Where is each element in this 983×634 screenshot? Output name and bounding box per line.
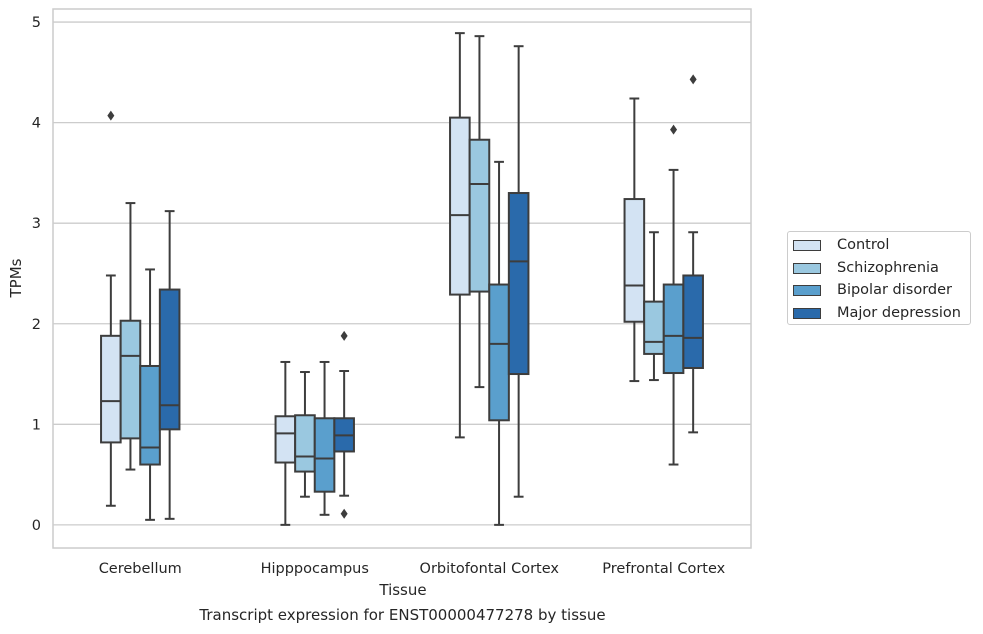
legend-item-bipolar-disorder: Bipolar disorder (793, 281, 952, 299)
box-major-depression-prefrontal-cortex (682, 74, 704, 434)
box-bipolar-disorder-orbitofontal-cortex (488, 160, 510, 526)
x-tick-label: Orbitofontal Cortex (420, 561, 560, 577)
outlier-point (689, 74, 697, 85)
box-iqr (313, 417, 336, 493)
y-tick-label: 5 (32, 15, 41, 31)
box-iqr (274, 415, 297, 464)
legend-swatch-control (793, 239, 821, 251)
x-tick-label: Hipppocampus (261, 561, 369, 577)
legend: Control Schizophrenia Bipolar disorder M… (787, 231, 971, 325)
box-iqr (643, 300, 665, 355)
box-iqr (449, 116, 471, 296)
x-axis-label: Tissue (378, 581, 426, 599)
x-tick-label: Prefrontal Cortex (602, 561, 725, 577)
boxes (100, 32, 704, 526)
box-iqr (158, 288, 181, 431)
box-iqr (468, 138, 491, 293)
outlier-point (670, 124, 678, 135)
legend-label-schizophrenia: Schizophrenia (837, 260, 939, 276)
outlier-point (107, 110, 115, 121)
y-tick-label: 4 (32, 116, 41, 132)
legend-swatch-schizophrenia (793, 262, 821, 274)
legend-item-control: Control (793, 236, 889, 254)
chart-caption: Transcript expression for ENST0000047727… (199, 606, 606, 624)
legend-swatch-bipolar-disorder (793, 284, 821, 296)
outlier-point (340, 330, 348, 341)
outlier-point (340, 508, 348, 519)
y-tick-label: 0 (32, 518, 41, 534)
box-bipolar-disorder-prefrontal-cortex (662, 124, 685, 466)
y-tick-labels: 0 1 2 3 4 5 (32, 15, 41, 534)
box-major-depression-hipppocampus (333, 330, 355, 519)
legend-label-major-depression: Major depression (837, 305, 961, 321)
box-iqr (488, 283, 510, 422)
box-iqr (294, 414, 316, 473)
box-iqr (682, 274, 704, 369)
box-iqr (662, 283, 685, 375)
box-iqr (119, 319, 142, 440)
y-tick-label: 1 (32, 417, 41, 433)
box-iqr (100, 334, 122, 444)
box-major-depression-orbitofontal-cortex (507, 45, 530, 498)
plot-area (52, 8, 752, 549)
box-schizophrenia-orbitofontal-cortex (468, 35, 491, 389)
y-tick-label: 2 (32, 317, 41, 333)
box-control-prefrontal-cortex (623, 97, 646, 383)
legend-item-schizophrenia: Schizophrenia (793, 259, 939, 277)
box-iqr (139, 364, 161, 466)
legend-label-control: Control (837, 237, 890, 253)
y-axis-label: TPMs (7, 258, 25, 298)
legend-swatch-major-depression (793, 307, 821, 319)
box-schizophrenia-cerebellum (119, 202, 142, 471)
box-bipolar-disorder-hipppocampus (313, 360, 336, 516)
box-iqr (623, 198, 646, 323)
box-control-cerebellum (100, 110, 122, 507)
x-tick-labels: Cerebellum Hipppocampus Orbitofontal Corte… (99, 561, 726, 577)
legend-label-bipolar-disorder: Bipolar disorder (837, 282, 952, 298)
x-tick-label: Cerebellum (99, 561, 182, 577)
box-major-depression-cerebellum (158, 210, 181, 520)
box-schizophrenia-prefrontal-cortex (643, 231, 665, 382)
y-tick-label: 3 (32, 216, 41, 232)
box-iqr (507, 192, 530, 376)
legend-item-major-depression: Major depression (793, 304, 961, 322)
